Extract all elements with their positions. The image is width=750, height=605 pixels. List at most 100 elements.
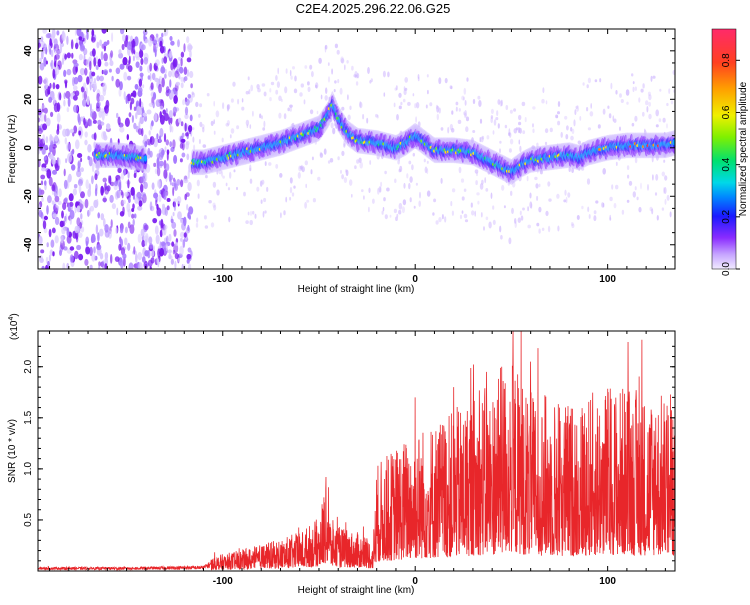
noise-speckle [174,252,179,260]
noise-speckle [92,119,97,124]
faint-speckle [475,180,478,186]
faint-speckle [524,117,527,123]
noise-speckle [98,261,101,267]
colorbar-tick-label: 0.2 [721,209,732,223]
noise-speckle [55,185,58,194]
faint-speckle [450,201,453,207]
noise-speckle [50,59,54,70]
faint-speckle [587,77,592,84]
noise-speckle [59,249,62,256]
faint-speckle [398,209,402,215]
noise-speckle [68,173,72,183]
noise-speckle [172,139,176,149]
faint-speckle [192,136,195,143]
faint-speckle [415,102,420,109]
noise-speckle [104,263,108,269]
noise-speckle [183,175,188,183]
faint-speckle [593,210,597,215]
noise-speckle [78,53,83,61]
noise-speckle [120,260,124,269]
noise-speckle [89,264,93,269]
noise-speckle [77,179,83,187]
noise-speckle [39,57,43,63]
noise-speckle [97,212,100,219]
faint-speckle [230,98,234,103]
noise-speckle [169,122,172,133]
noise-speckle [71,52,74,59]
noise-speckle [140,57,144,66]
noise-speckle [117,116,121,126]
faint-speckle [663,159,666,163]
noise-speckle [168,70,172,78]
noise-speckle [156,163,160,170]
noise-speckle [130,186,135,196]
noise-speckle [45,60,49,65]
faint-speckle [358,157,362,163]
faint-speckle [324,44,328,50]
faint-speckle [340,58,345,64]
faint-speckle [486,135,490,140]
chart-title: C2E4.2025.296.22.06.G25 [296,1,451,16]
noise-speckle [114,256,120,262]
faint-speckle [571,128,575,134]
faint-speckle [245,220,249,225]
faint-speckle [483,226,485,231]
noise-speckle [74,29,77,36]
faint-speckle [455,106,458,112]
noise-speckle [148,102,154,108]
noise-speckle [183,43,186,53]
noise-speckle [172,106,177,114]
noise-speckle [76,244,82,251]
faint-speckle [520,215,524,221]
faint-speckle [325,87,328,94]
faint-speckle [438,77,442,85]
noise-speckle [74,225,79,234]
faint-speckle [634,86,637,91]
faint-speckle [334,80,337,84]
snr-xtick-label: -100 [213,576,233,587]
noise-speckle [165,235,169,245]
faint-speckle [648,94,652,101]
faint-speckle [557,120,561,126]
faint-speckle [317,176,321,181]
faint-speckle [249,219,253,226]
faint-speckle [661,207,665,211]
noise-speckle [63,179,68,190]
noise-speckle [149,72,152,82]
faint-speckle [481,135,485,140]
noise-speckle [138,87,143,94]
noise-speckle [131,208,135,212]
noise-speckle [67,153,73,163]
faint-speckle [542,87,545,94]
noise-speckle [179,158,183,163]
noise-speckle [43,215,49,221]
faint-speckle [220,170,224,177]
noise-speckle [118,49,122,55]
faint-speckle [351,193,353,198]
faint-speckle [650,75,653,82]
noise-speckle [87,144,92,153]
noise-speckle [134,83,139,90]
noise-speckle [96,198,99,206]
faint-speckle [311,71,314,78]
faint-speckle [226,104,231,110]
noise-speckle [132,203,135,210]
noise-speckle [127,179,130,189]
faint-speckle [497,123,500,129]
faint-speckle [638,97,641,103]
noise-speckle [50,111,54,118]
faint-speckle [626,165,630,171]
faint-speckle [261,83,266,87]
faint-speckle [435,220,439,225]
noise-speckle [161,77,165,88]
noise-speckle [64,137,68,145]
faint-speckle [521,101,526,107]
noise-speckle [128,262,134,269]
noise-speckle [127,197,131,204]
faint-speckle [279,173,283,178]
noise-speckle [77,166,81,173]
faint-speckle [577,140,581,145]
faint-speckle [216,170,219,175]
noise-speckle [182,99,186,106]
noise-speckle [147,259,153,267]
